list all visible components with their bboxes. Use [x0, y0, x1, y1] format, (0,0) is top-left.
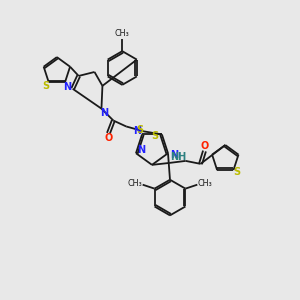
- Text: N: N: [133, 126, 141, 136]
- Text: NH: NH: [171, 152, 187, 162]
- Text: S: S: [136, 125, 144, 135]
- Text: N: N: [100, 108, 109, 118]
- Text: O: O: [104, 134, 112, 143]
- Text: N: N: [63, 82, 71, 92]
- Text: N: N: [170, 150, 178, 160]
- Text: CH₃: CH₃: [198, 179, 213, 188]
- Text: S: S: [233, 167, 240, 177]
- Text: CH₃: CH₃: [115, 29, 130, 38]
- Text: CH₃: CH₃: [127, 179, 142, 188]
- Text: N: N: [137, 145, 145, 155]
- Text: S: S: [152, 131, 158, 141]
- Text: S: S: [42, 81, 49, 91]
- Text: O: O: [200, 141, 208, 151]
